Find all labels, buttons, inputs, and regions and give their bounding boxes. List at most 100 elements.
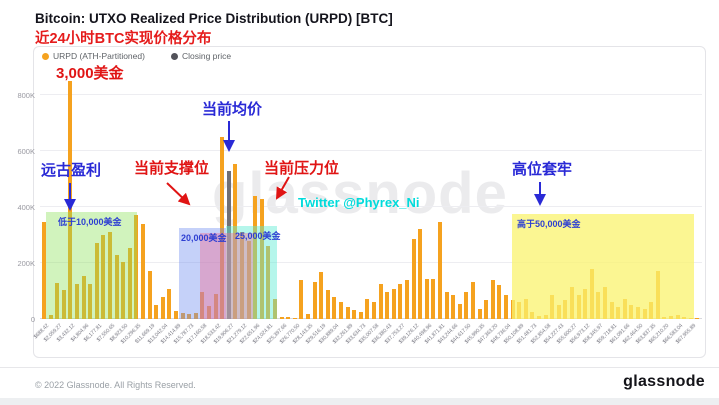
urpd-bar: [41, 222, 47, 319]
urpd-bar: [484, 299, 489, 319]
urpd-bar: [246, 240, 251, 319]
y-axis-tick-label: 200K: [17, 259, 35, 268]
y-axis-tick-label: 0: [30, 315, 35, 324]
urpd-bar: [503, 294, 509, 319]
y-gridline: [40, 262, 702, 263]
urpd-plot-area[interactable]: 低于10,000美金 25,000美金 20,000美金 高于50,000美金: [40, 59, 702, 319]
region-around-20000: [179, 228, 226, 319]
urpd-bar: [418, 229, 423, 319]
urpd-bar: [253, 195, 258, 319]
region-label-below-10000: 低于10,000美金: [58, 217, 122, 227]
urpd-bar: [470, 282, 476, 319]
region-label-around-25000: 25,000美金: [235, 231, 281, 241]
urpd-bar: [233, 163, 238, 319]
urpd-bar: [239, 232, 245, 319]
callout-current-support: 当前支撑位: [134, 160, 210, 177]
closing-price-series-dot-icon: [170, 52, 178, 60]
page-subtitle-chinese: 近24小时BTC实现价格分布: [35, 31, 212, 47]
urpd-bar: [332, 296, 337, 319]
legend-item-urpd[interactable]: URPD (ATH-Partitioned): [42, 51, 145, 61]
y-axis-tick-label: 400K: [17, 203, 35, 212]
callout-price-3000: 3,000美金: [56, 65, 124, 82]
callout-ancient-profit: 远古盈利: [41, 162, 102, 179]
page-bottom-strip: [0, 398, 719, 405]
y-axis-tick-label: 600K: [17, 147, 35, 156]
urpd-bar: [477, 308, 482, 319]
urpd-bar: [319, 271, 324, 319]
y-gridline: [40, 206, 702, 207]
urpd-bar: [206, 306, 212, 319]
urpd-bar: [187, 313, 192, 319]
y-gridline: [40, 150, 702, 151]
urpd-bar: [94, 243, 99, 319]
urpd-bar: [695, 317, 700, 319]
urpd-bar: [266, 246, 271, 319]
urpd-bar: [404, 280, 410, 319]
urpd-bar: [101, 235, 106, 319]
urpd-bar: [371, 301, 377, 319]
callout-current-resistance: 当前压力位: [264, 160, 340, 177]
urpd-bar: [378, 284, 383, 319]
urpd-bar: [140, 223, 146, 319]
urpd-bar: [391, 289, 396, 319]
legend-label-urpd: URPD (ATH-Partitioned): [53, 51, 145, 61]
callout-current-avg-price: 当前均价: [202, 101, 263, 118]
urpd-bar: [200, 292, 205, 319]
urpd-bar: [272, 299, 278, 319]
urpd-bar: [437, 222, 443, 319]
urpd-bar: [345, 306, 350, 319]
y-gridline: [40, 94, 702, 95]
urpd-bar: [127, 247, 132, 319]
region-above-50000: [512, 214, 694, 319]
chart-legend: URPD (ATH-Partitioned) Closing price: [42, 51, 231, 61]
urpd-bar: [398, 284, 403, 319]
urpd-bar: [48, 314, 53, 319]
urpd-bar: [431, 278, 436, 319]
urpd-bar: [286, 317, 291, 319]
urpd-bar: [444, 292, 449, 319]
urpd-bar: [213, 293, 218, 319]
urpd-bar: [305, 313, 311, 319]
urpd-bar: [220, 137, 225, 319]
urpd-bar: [299, 279, 304, 319]
legend-item-closing-price[interactable]: Closing price: [170, 51, 232, 61]
urpd-bar: [180, 313, 185, 319]
urpd-bar: [358, 312, 363, 319]
legend-label-closing-price: Closing price: [181, 51, 232, 61]
urpd-bar: [81, 275, 86, 319]
callout-high-trapped: 高位套牢: [512, 161, 573, 178]
urpd-bar: [292, 317, 297, 319]
urpd-bar: [154, 305, 159, 319]
urpd-bar: [147, 271, 152, 319]
page-title: Bitcoin: UTXO Realized Price Distributio…: [35, 11, 393, 26]
urpd-bar: [61, 289, 66, 319]
urpd-bar: [325, 289, 330, 319]
urpd-bar: [490, 280, 495, 319]
urpd-bar: [107, 232, 113, 319]
urpd-bar: [424, 278, 429, 319]
y-axis-tick-label: 800K: [17, 91, 35, 100]
copyright-text: © 2022 Glassnode. All Rights Reserved.: [35, 380, 196, 390]
twitter-credit: Twitter @Phyrex_Ni: [298, 195, 420, 210]
region-label-around-20000: 20,000美金: [181, 233, 227, 243]
urpd-bar: [160, 296, 165, 319]
urpd-bar: [365, 299, 370, 319]
urpd-bar: [74, 284, 80, 319]
region-support-band: [200, 233, 253, 319]
urpd-bar: [279, 316, 284, 319]
urpd-bar: [167, 289, 172, 319]
glassnode-logo[interactable]: glassnode: [623, 373, 705, 390]
region-below-10000: [46, 212, 137, 319]
urpd-bar: [411, 238, 416, 319]
urpd-bar: [457, 303, 462, 319]
urpd-bar: [114, 254, 119, 319]
region-label-above-50000: 高于50,000美金: [517, 219, 581, 229]
urpd-bar: [352, 310, 357, 319]
y-gridline: [40, 318, 702, 319]
urpd-bar: [55, 282, 60, 319]
footer-divider: [0, 367, 719, 368]
urpd-bar: [134, 215, 139, 319]
urpd-bar: [88, 284, 93, 319]
region-around-25000: [226, 226, 277, 319]
